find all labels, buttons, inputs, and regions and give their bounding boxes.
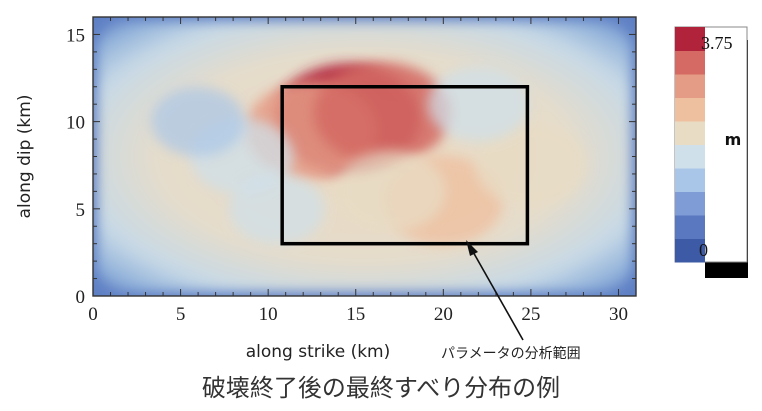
colorbar-swatch <box>675 74 705 98</box>
slip-patch <box>151 87 245 157</box>
y-tick-label: 5 <box>76 200 86 221</box>
slip-patch <box>335 150 446 233</box>
y-tick-label: 0 <box>76 287 86 308</box>
colorbar-max-label: 3.75 <box>701 33 733 53</box>
slip-patch <box>427 66 529 142</box>
arrow-shaft <box>471 249 524 341</box>
slip-patch <box>474 123 588 208</box>
colorbar-swatch <box>675 50 705 75</box>
x-axis-title: along strike (km) <box>246 342 391 362</box>
y-tick-label: 10 <box>66 113 85 134</box>
colorbar-min-label: 0 <box>699 240 708 260</box>
y-tick-label: 15 <box>66 25 85 46</box>
arrow-head <box>466 240 478 256</box>
colorbar-swatch <box>675 97 705 122</box>
x-tick-label: 0 <box>88 304 98 325</box>
x-tick-label: 25 <box>521 304 540 325</box>
x-tick-label: 30 <box>609 304 628 325</box>
analysis-region-box <box>280 85 530 246</box>
colorbar-swatch <box>675 238 705 263</box>
analysis-region-annotation: パラメータの分析範囲 <box>441 345 581 362</box>
colorbar-swatch <box>675 121 705 145</box>
annotation-arrow <box>466 240 524 341</box>
x-tick-label: 20 <box>434 304 453 325</box>
colorbar-unit-label: m <box>725 130 742 149</box>
figure-caption: 破壊終了後の最終すべり分布の例 <box>202 374 560 402</box>
colorbar-swatch <box>675 168 705 192</box>
x-tick-label: 15 <box>346 304 365 325</box>
y-axis-title: along dip (km) <box>15 95 35 219</box>
colorbar-swatch <box>675 27 705 51</box>
slip-patch <box>228 173 325 245</box>
colorbar-swatch <box>675 144 705 169</box>
colorbar-swatch <box>675 191 705 216</box>
x-tick-label: 10 <box>259 304 278 325</box>
x-tick-label: 5 <box>176 304 186 325</box>
colorbar-swatch <box>675 215 705 239</box>
